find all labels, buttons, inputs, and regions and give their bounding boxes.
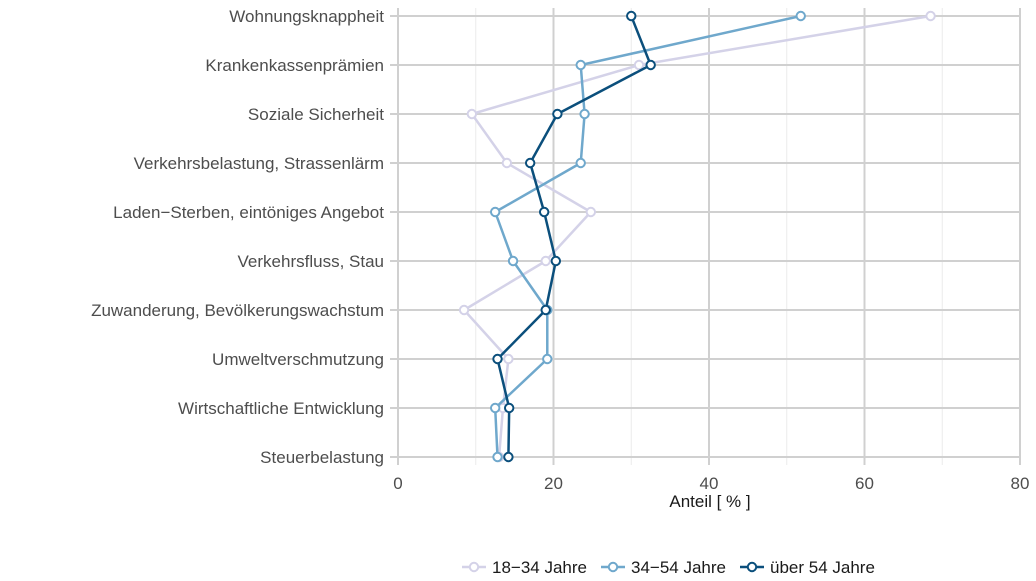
x-tick-label: 60 xyxy=(855,474,874,493)
data-point xyxy=(575,157,586,169)
data-point xyxy=(542,353,553,365)
data-point xyxy=(538,206,550,218)
data-point xyxy=(925,10,936,22)
data-point xyxy=(503,451,514,463)
category-labels: Wohnungsknappheit Krankenkassenprämien Soz… xyxy=(91,7,384,467)
series-group xyxy=(458,10,936,463)
data-point xyxy=(501,157,513,169)
legend-marker xyxy=(607,561,619,573)
data-point xyxy=(540,304,551,316)
category-label: Umweltverschmutzung xyxy=(212,350,384,369)
category-label: Laden−Sterben, eintöniges Angebot xyxy=(113,203,384,222)
legend-marker xyxy=(746,561,758,573)
data-point xyxy=(524,157,536,169)
data-point xyxy=(795,10,806,22)
data-point xyxy=(466,108,478,120)
legend-marker xyxy=(468,561,480,573)
x-tick-label: 80 xyxy=(1011,474,1030,493)
data-point xyxy=(552,108,563,120)
legend-item: 18−34 Jahre xyxy=(462,558,587,577)
grid xyxy=(390,8,1021,465)
category-label: Soziale Sicherheit xyxy=(248,105,384,124)
data-point xyxy=(503,353,514,365)
legend: 18−34 Jahre 34−54 Jahre über 54 Jahre xyxy=(462,558,875,577)
data-point xyxy=(507,255,519,267)
series xyxy=(489,10,806,463)
legend-label: über 54 Jahre xyxy=(770,558,875,577)
data-point xyxy=(492,353,503,365)
x-tick-label: 20 xyxy=(544,474,563,493)
x-tick-label: 40 xyxy=(700,474,719,493)
category-label: Wirtschaftliche Entwicklung xyxy=(178,399,384,418)
category-label: Zuwanderung, Bevölkerungswachstum xyxy=(91,301,384,320)
category-label: Krankenkassenprämien xyxy=(205,56,384,75)
legend-item: 34−54 Jahre xyxy=(601,558,726,577)
series-line xyxy=(462,14,931,458)
legend-item: über 54 Jahre xyxy=(740,558,875,577)
data-point xyxy=(489,206,501,218)
category-label: Verkehrsfluss, Stau xyxy=(238,252,384,271)
category-label: Wohnungsknappheit xyxy=(229,7,384,26)
legend-label: 34−54 Jahre xyxy=(631,558,726,577)
x-axis-ticks: 0 20 40 60 80 xyxy=(393,474,1029,493)
x-axis-title: Anteil [ % ] xyxy=(669,492,750,511)
legend-label: 18−34 Jahre xyxy=(492,558,587,577)
data-point xyxy=(645,59,656,71)
data-point xyxy=(492,451,503,463)
data-point xyxy=(458,304,470,316)
data-point xyxy=(540,255,551,267)
data-point xyxy=(579,108,590,120)
data-point xyxy=(626,10,637,22)
data-point xyxy=(575,59,586,71)
data-point xyxy=(503,402,515,414)
data-point xyxy=(489,402,501,414)
series xyxy=(492,10,656,463)
data-point xyxy=(585,206,597,218)
x-tick-label: 0 xyxy=(393,474,402,493)
data-point xyxy=(550,255,562,267)
category-label: Steuerbelastung xyxy=(260,448,384,467)
series-line xyxy=(493,14,802,458)
data-point xyxy=(633,59,645,71)
series-line xyxy=(496,15,652,458)
category-label: Verkehrsbelastung, Strassenlärm xyxy=(134,154,384,173)
